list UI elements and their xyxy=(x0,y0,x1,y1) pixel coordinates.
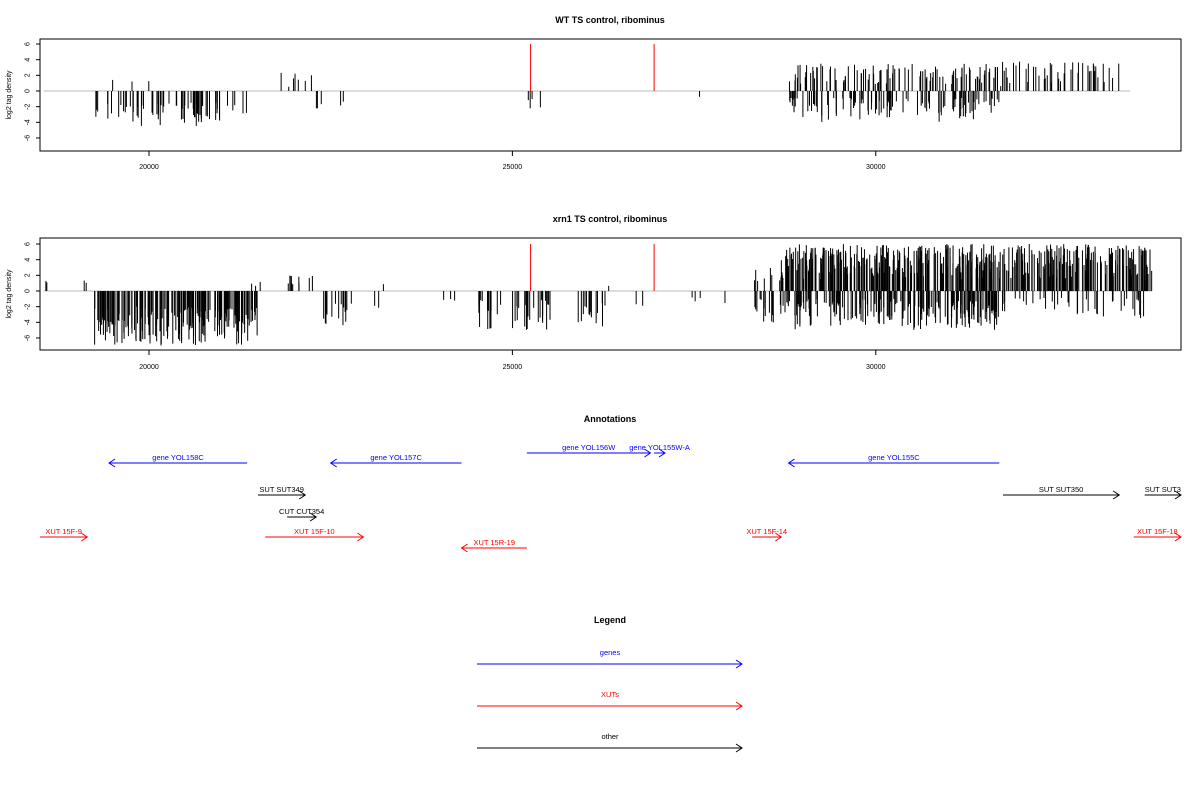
y-tick-label: 6 xyxy=(25,242,32,246)
annotation-arrow xyxy=(1002,490,1121,500)
annotation-arrow xyxy=(1133,532,1182,542)
annotation-arrow xyxy=(108,458,248,468)
x-axis-xrn1: 20000 25000 30000 xyxy=(139,350,886,371)
x-tick-label: 20000 xyxy=(139,364,159,371)
plot-frame-wt xyxy=(39,38,1182,152)
annotation-arrow xyxy=(329,458,462,468)
annotation-arrow xyxy=(787,458,1000,468)
annotation-label: gene YOL156W xyxy=(562,443,616,452)
x-tick-label: 20000 xyxy=(139,164,159,171)
annotation-label: SUT SUT350 xyxy=(1039,485,1083,494)
annotations-panel: Annotations gene YOL158C gene YOL157Cgene… xyxy=(40,414,1182,553)
x-axis-wt: 20000 25000 30000 xyxy=(139,151,886,171)
legend: Legend genes XUTs other xyxy=(477,615,743,753)
y-tick-label: 2 xyxy=(25,73,32,77)
annotations-title: Annotations xyxy=(584,414,637,424)
annotation-arrow xyxy=(526,448,652,458)
annotation-label: XUT 15F-10 xyxy=(294,527,335,536)
y-tick-label: -2 xyxy=(25,103,32,109)
annotation-label: gene YOL157C xyxy=(370,453,422,462)
annotation-label: gene YOL155C xyxy=(868,453,920,462)
wt-density-panel: WT TS control, ribominus log2 tag densit… xyxy=(6,15,1182,171)
density-bars-wt xyxy=(95,61,1120,126)
annotation-label: XUT 15F-18 xyxy=(1137,527,1178,536)
x-tick-label: 25000 xyxy=(503,164,523,171)
legend-items: genes XUTs other xyxy=(477,648,743,753)
y-axis-label-xrn1: log2 tag density xyxy=(6,269,13,319)
y-axis-wt: -6 -4 -2 0 2 4 6 xyxy=(25,42,40,141)
annotation-label: gene YOL158C xyxy=(152,453,204,462)
legend-label: other xyxy=(601,732,619,741)
marker-lines-xrn1 xyxy=(530,244,655,291)
legend-arrow xyxy=(477,701,743,711)
xrn1-density-panel: xrn1 TS control, ribominus log2 tag dens… xyxy=(6,214,1182,371)
panel-title-xrn1: xrn1 TS control, ribominus xyxy=(553,214,668,224)
legend-arrow xyxy=(477,659,743,669)
y-tick-label: -4 xyxy=(25,119,32,125)
annotation-label: gene YOL155W-A xyxy=(629,443,690,452)
y-tick-label: 6 xyxy=(25,42,32,46)
y-tick-label: -6 xyxy=(25,135,32,141)
annotation-arrow xyxy=(258,490,307,500)
legend-arrow xyxy=(477,743,743,753)
annotation-label: SUT SUT3 xyxy=(1145,485,1181,494)
x-tick-label: 30000 xyxy=(866,164,886,171)
annotation-arrow xyxy=(752,532,783,542)
marker-lines-wt xyxy=(530,44,655,91)
y-tick-label: 0 xyxy=(25,89,32,93)
legend-title: Legend xyxy=(594,615,626,625)
density-bars-xrn1 xyxy=(45,244,1153,346)
annotation-label: XUT 15R-19 xyxy=(473,538,515,547)
y-tick-label: 4 xyxy=(25,258,32,262)
annotation-label: CUT CUT354 xyxy=(279,507,324,516)
annotation-arrow xyxy=(265,532,365,542)
y-axis-label-wt: log2 tag density xyxy=(6,70,13,120)
y-tick-label: 0 xyxy=(25,289,32,293)
y-tick-label: 2 xyxy=(25,273,32,277)
annotation-arrow xyxy=(460,543,527,553)
legend-label: genes xyxy=(600,648,621,657)
annotation-label: XUT 15F-9 xyxy=(45,527,82,536)
annotation-arrow xyxy=(1144,490,1182,500)
y-tick-label: -2 xyxy=(25,303,32,309)
x-tick-label: 30000 xyxy=(866,364,886,371)
y-axis-xrn1: -6 -4 -2 0 2 4 6 xyxy=(25,242,40,341)
panel-title-wt: WT TS control, ribominus xyxy=(555,15,665,25)
annotation-tracks: gene YOL158C gene YOL157C gene YOL156W gene… xyxy=(40,443,1182,553)
annotation-arrow xyxy=(287,512,318,522)
y-tick-label: -6 xyxy=(25,335,32,341)
plot-frame-xrn1 xyxy=(39,237,1182,351)
x-tick-label: 25000 xyxy=(503,364,523,371)
legend-label: XUTs xyxy=(601,690,619,699)
y-tick-label: -4 xyxy=(25,319,32,325)
annotation-label: SUT SUT349 xyxy=(259,485,303,494)
annotation-arrow xyxy=(654,448,666,458)
annotation-arrow xyxy=(40,532,89,542)
annotation-label: XUT 15F-14 xyxy=(746,527,787,536)
y-tick-label: 4 xyxy=(25,58,32,62)
